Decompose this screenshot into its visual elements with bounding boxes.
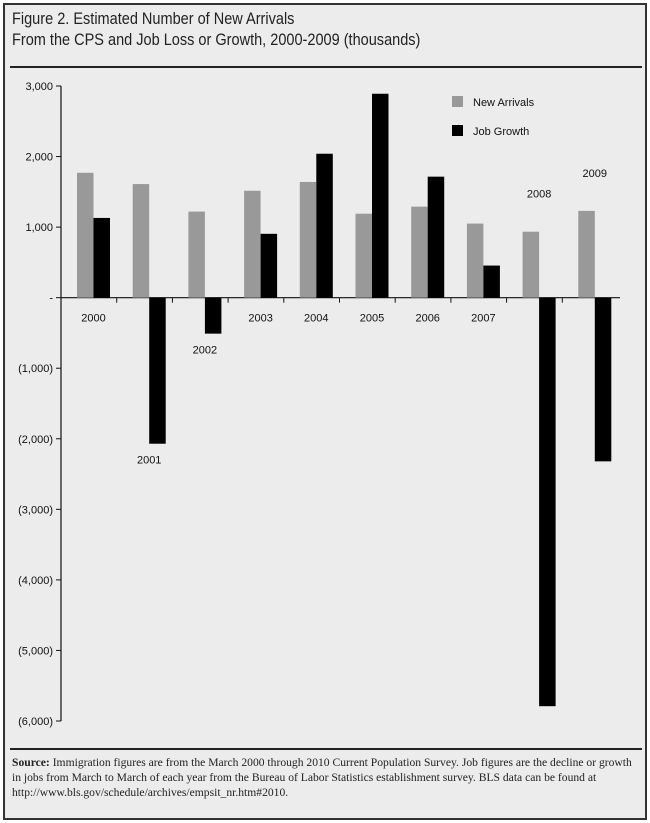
bar-new-arrivals — [466, 223, 484, 298]
title-line-2: From the CPS and Job Loss or Growth, 200… — [12, 31, 421, 49]
bar-job-growth — [260, 233, 278, 298]
bar-new-arrivals — [355, 213, 372, 298]
legend-swatch — [452, 96, 463, 107]
bar-new-arrivals — [578, 210, 595, 298]
x-category-label: 2004 — [304, 313, 328, 325]
bar-job-growth — [372, 93, 389, 298]
bar-job-growth — [594, 297, 612, 462]
y-tick-label: 2,000 — [25, 152, 53, 164]
x-category-label: 2006 — [415, 313, 439, 325]
bar-new-arrivals — [188, 211, 205, 298]
bar-job-growth — [483, 265, 500, 298]
bar-job-growth — [93, 217, 110, 298]
bar-new-arrivals — [299, 181, 317, 298]
y-tick-label: (3,000) — [18, 504, 53, 516]
title-line-1: Figure 2. Estimated Number of New Arriva… — [12, 10, 295, 28]
title-divider — [10, 66, 642, 68]
bar-job-growth — [204, 297, 222, 334]
x-category-label: 2000 — [81, 313, 105, 325]
source-label: Source: — [12, 756, 50, 769]
x-category-label: 2003 — [248, 313, 272, 325]
y-tick-label: (6,000) — [18, 716, 53, 728]
bar-job-growth — [539, 297, 556, 707]
bar-new-arrivals — [411, 206, 428, 298]
x-category-label: 2002 — [193, 345, 217, 357]
y-tick-label: (4,000) — [18, 575, 53, 587]
x-category-label: 2009 — [583, 168, 607, 180]
source-text: Immigration figures are from the March 2… — [12, 756, 632, 799]
x-category-label: 2005 — [360, 313, 384, 325]
legend-label: New Arrivals — [473, 97, 535, 109]
legend-label: Job Growth — [473, 126, 529, 138]
y-tick-label: (5,000) — [18, 645, 53, 657]
y-tick-label: - — [49, 293, 53, 305]
bar-new-arrivals — [77, 172, 94, 298]
y-tick-label: 1,000 — [25, 222, 53, 234]
x-category-label: 2008 — [527, 189, 551, 201]
bar-new-arrivals — [244, 190, 261, 298]
y-tick-label: (2,000) — [18, 434, 53, 446]
bar-new-arrivals — [132, 184, 150, 298]
bar-new-arrivals — [522, 231, 540, 298]
chart-title: Figure 2. Estimated Number of New Arriva… — [12, 9, 420, 51]
x-category-label: 2001 — [137, 455, 161, 467]
bar-job-growth — [149, 297, 166, 444]
source-divider — [10, 748, 642, 750]
bar-job-growth — [316, 153, 333, 298]
source-note: Source: Immigration figures are from the… — [12, 755, 632, 800]
y-tick-label: 3,000 — [25, 81, 53, 93]
x-category-label: 2007 — [471, 313, 495, 325]
bar-job-growth — [427, 176, 445, 298]
y-tick-label: (1,000) — [18, 363, 53, 375]
legend-swatch — [452, 125, 463, 136]
